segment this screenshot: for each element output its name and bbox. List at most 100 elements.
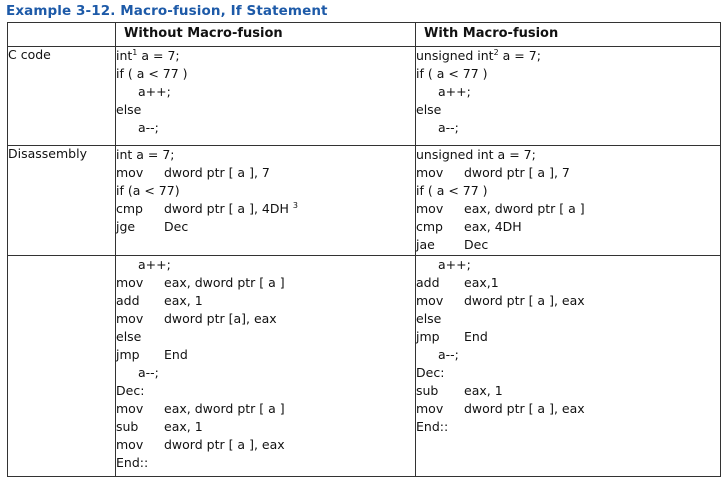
opcode: mov [116,437,144,452]
code-text: if (a < 77) [116,183,180,198]
header-with-macro-fusion: With Macro-fusion [415,22,721,47]
code-text: else [116,329,142,344]
code-cell: int1 a = 7; if ( a < 77 ) a++; else a--; [115,46,416,146]
operand: eax, dword ptr [ a ] [164,275,285,290]
code-line: jmp End [416,328,720,346]
code-line: add eax, 1 [116,292,415,310]
code-line: a--; [116,364,415,382]
code-line: sub eax, 1 [116,418,415,436]
code-line: int a = 7; [116,146,415,164]
example-caption: Example 3-12. Macro-fusion, If Statement [6,3,328,19]
opcode: add [416,275,440,290]
code-line: a++; [116,256,415,274]
code-line: else [416,310,720,328]
opcode: mov [416,401,444,416]
code-line: else [116,101,415,119]
operand: End [164,347,188,362]
code-line: mov dword ptr [ a ], eax [416,292,720,310]
code-text: a++; [138,257,171,272]
operand: dword ptr [ a ], 7 [464,165,570,180]
code-text: a++; [438,257,471,272]
code-line: a++; [116,83,415,101]
operand: eax, dword ptr [ a ] [164,401,285,416]
code-line: mov dword ptr [ a ], eax [116,436,415,454]
opcode: mov [416,165,444,180]
operand: End [464,329,488,344]
opcode: cmp [116,201,143,216]
opcode: mov [116,275,144,290]
code-line: mov eax, dword ptr [ a ] [116,274,415,292]
code-line: if ( a < 77 ) [116,65,415,83]
operand: eax, 1 [464,383,503,398]
opcode: cmp [416,219,443,234]
code-text: a--; [138,120,159,135]
code-cell: unsigned int a = 7; mov dword ptr [ a ], 7… [415,145,721,256]
code-text: a--; [138,365,159,380]
code-text: a = 7; [498,48,541,63]
code-line: mov dword ptr [a], eax [116,310,415,328]
operand: eax, dword ptr [ a ] [464,201,585,216]
operand: dword ptr [ a ], 4DH [164,201,289,216]
code-line: mov dword ptr [ a ], 7 [416,164,720,182]
opcode: mov [416,201,444,216]
opcode: jmp [416,329,440,344]
opcode: jmp [116,347,140,362]
operand: dword ptr [ a ], eax [464,293,585,308]
code-text: a--; [438,120,459,135]
code-line: mov eax, dword ptr [ a ] [116,400,415,418]
opcode: mov [116,311,144,326]
operand: eax, 1 [164,419,203,434]
operand: dword ptr [a], eax [164,311,277,326]
row-label: Disassembly [7,145,116,256]
operand: Dec [164,219,189,234]
code-text: a = 7; [137,48,180,63]
code-text: else [416,102,442,117]
code-line: if (a < 77) [116,182,415,200]
table-row: a++; mov eax, dword ptr [ a ] add eax, 1 mov d… [7,255,721,477]
code-text: a++; [138,84,171,99]
code-line: jge Dec [116,218,415,236]
code-line: if ( a < 77 ) [416,182,720,200]
code-line: a--; [116,119,415,137]
code-text: if ( a < 77 ) [416,66,488,81]
operand: dword ptr [ a ], 7 [164,165,270,180]
operand: eax, 4DH [464,219,522,234]
footnote-marker: 1 [132,47,138,57]
table-row: C code int1 a = 7; if ( a < 77 ) a++; else a… [7,46,721,146]
code-text: unsigned int [416,48,494,63]
code-line: cmp eax, 4DH [416,218,720,236]
code-cell: unsigned int2 a = 7; if ( a < 77 ) a++; els… [415,46,721,146]
code-line: else [416,101,720,119]
code-text: unsigned int a = 7; [416,147,536,162]
code-line: if ( a < 77 ) [416,65,720,83]
header-empty [7,22,116,47]
code-cell: a++; mov eax, dword ptr [ a ] add eax, 1 mov d… [115,255,416,477]
code-cell: a++; add eax,1 mov dword ptr [ a ], eax else j… [415,255,721,477]
code-line: unsigned int a = 7; [416,146,720,164]
code-text: Dec: [416,365,445,380]
code-text: else [116,102,142,117]
opcode: add [116,293,140,308]
opcode: jge [116,219,136,234]
operand: dword ptr [ a ], eax [164,437,285,452]
code-line: mov eax, dword ptr [ a ] [416,200,720,218]
code-text: int a = 7; [116,147,175,162]
code-line: int1 a = 7; [116,47,415,65]
code-line: End:: [416,418,720,436]
opcode: mov [416,293,444,308]
code-line: a--; [416,119,720,137]
code-line: else [116,328,415,346]
opcode: mov [116,165,144,180]
code-line: mov dword ptr [ a ], 7 [116,164,415,182]
code-line: a++; [416,83,720,101]
opcode: sub [116,419,139,434]
row-label [7,255,116,477]
code-text: if ( a < 77 ) [416,183,488,198]
code-text: End:: [416,419,449,434]
footnote-marker: 2 [493,47,499,57]
code-text: a++; [438,84,471,99]
code-line: unsigned int2 a = 7; [416,47,720,65]
opcode: sub [416,383,439,398]
code-line: a--; [416,346,720,364]
code-text: int [116,48,133,63]
